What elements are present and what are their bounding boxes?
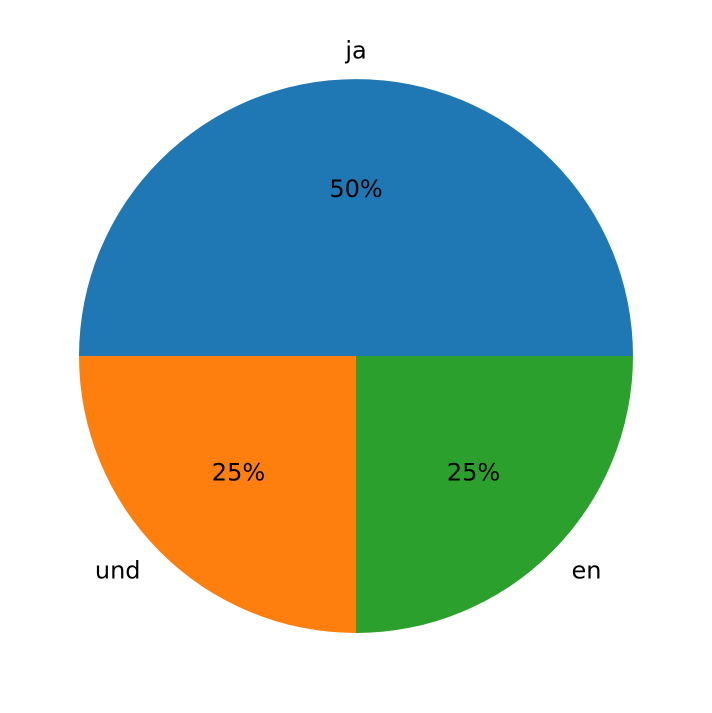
slice-label: ja — [344, 36, 366, 64]
slice-label: en — [571, 556, 601, 584]
pie-slice — [79, 356, 356, 633]
value-label: 50% — [329, 175, 382, 203]
value-label: 25% — [447, 459, 500, 487]
value-label: 25% — [212, 459, 265, 487]
pie-slice — [79, 79, 633, 356]
slice-label: und — [95, 556, 141, 584]
pie-slice — [356, 356, 633, 633]
